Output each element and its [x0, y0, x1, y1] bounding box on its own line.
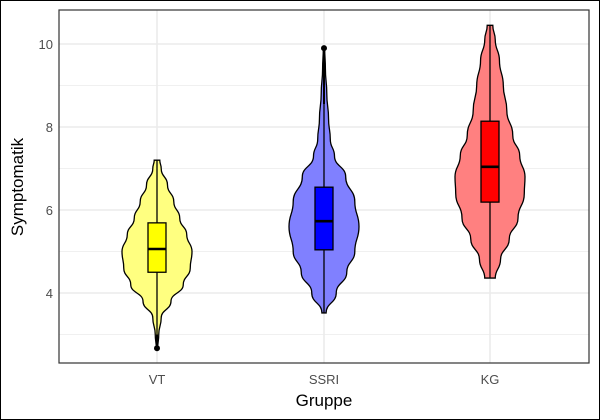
violin-ssri	[288, 45, 360, 314]
y-tick-label: 10	[39, 37, 53, 52]
y-tick-label: 4	[46, 286, 53, 301]
outlier-point	[154, 345, 160, 352]
x-axis-title: Gruppe	[296, 391, 353, 410]
box	[480, 120, 500, 203]
y-axis-title: Symptomatik	[8, 137, 27, 236]
x-axis-ticks: VT SSRI KG	[149, 372, 500, 387]
x-tick-label: KG	[481, 372, 500, 387]
x-tick-label: VT	[149, 372, 166, 387]
violins	[121, 24, 526, 352]
y-tick-label: 8	[46, 120, 53, 135]
x-tick-label: SSRI	[309, 372, 339, 387]
y-axis-ticks: 4 6 8 10	[39, 37, 53, 301]
y-tick-label: 6	[46, 203, 53, 218]
violin-kg	[454, 24, 526, 279]
box	[314, 186, 334, 251]
outlier-point	[321, 45, 327, 52]
violin-vt	[121, 159, 193, 352]
box	[147, 222, 167, 273]
plot-panel-border	[58, 9, 590, 364]
